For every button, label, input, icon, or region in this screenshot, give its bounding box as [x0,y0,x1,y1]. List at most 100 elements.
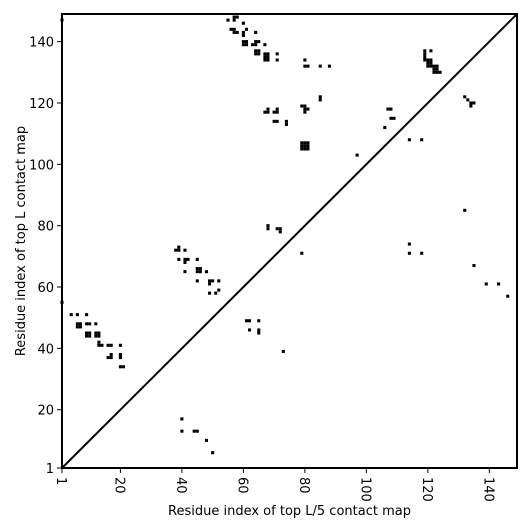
contact-point [244,27,248,31]
contact-point [208,291,212,295]
contact-point [214,291,218,295]
contact-point [300,144,304,148]
x-tick-label: 100 [357,477,372,502]
contact-point [303,147,307,151]
contact-point [420,251,424,255]
contact-point [97,334,101,338]
contact-point [109,356,113,360]
contact-point [266,110,270,114]
contact-point [100,343,104,347]
contact-point [281,349,285,353]
contact-point [244,43,248,47]
contact-point [177,245,181,249]
contact-point [109,343,113,347]
contact-point [186,257,190,261]
contact-point [318,98,322,102]
contact-point [195,257,199,261]
contact-point [266,52,270,56]
contact-point [177,257,181,261]
contact-point [94,334,98,338]
contact-point [263,55,267,59]
contact-point [232,27,236,31]
contact-point [195,429,199,433]
contact-point [195,270,199,274]
contact-point [118,352,122,357]
contact-point [97,331,101,335]
contact-point [69,313,73,317]
contact-point [355,153,359,157]
contact-point [257,319,261,323]
contact-point [94,322,98,326]
y-axis-label: Residue index of top L contact map [14,126,29,356]
contact-point [306,144,310,148]
contact-point [180,429,184,433]
contact-point [211,279,215,283]
contact-point [327,64,332,68]
contact-point [241,43,245,47]
contact-point [429,58,433,62]
contact-point [257,331,261,335]
contact-point [429,49,433,53]
contact-point [275,58,279,62]
contact-point [78,322,82,326]
x-tick-label: 40 [173,477,188,494]
contact-point [88,334,92,338]
contact-point [303,104,307,108]
contact-point [244,319,248,323]
y-tick-label: 20 [37,404,54,419]
contact-point [257,40,261,44]
contact-point [247,328,252,332]
contact-point [254,40,258,44]
contact-point [257,49,261,53]
contact-point [174,248,178,252]
contact-point [429,64,433,68]
contact-point [88,331,92,335]
contact-point [469,104,473,108]
contact-point [303,58,307,62]
contact-point [85,322,89,326]
contact-point [463,208,467,212]
contact-point [94,331,98,335]
contact-point [266,55,270,59]
contact-point [204,438,209,442]
contact-point [278,230,282,234]
contact-point [389,116,393,120]
contact-point [118,356,122,360]
contact-point [472,264,476,268]
contact-point [429,61,433,65]
contact-point [423,49,427,53]
contact-point [254,49,258,53]
contact-point [300,251,304,255]
contact-point [275,110,279,114]
x-tick-label: 20 [111,477,126,494]
contact-point [257,328,261,332]
contact-point [263,58,267,62]
contact-point [407,242,411,246]
contact-point [235,30,239,34]
contact-point [247,319,252,323]
contact-point [121,365,126,369]
contact-point [226,18,230,22]
x-tick-label: 80 [296,477,311,494]
contact-point [272,119,276,123]
contact-point [497,282,501,286]
contact-point [266,227,270,231]
contact-point [208,282,212,286]
contact-point [263,110,267,114]
contact-point [275,107,279,111]
contact-point [266,58,270,62]
contact-point [426,64,430,68]
contact-point [195,267,199,271]
contact-point [263,43,267,47]
y-tick-label: 140 [29,36,54,51]
contact-point [306,107,310,111]
y-tick-label: 120 [29,97,54,112]
contact-point [272,110,276,114]
contact-point [303,107,307,111]
contact-point [303,141,307,145]
contact-point [232,18,236,22]
contact-point [300,141,304,145]
contact-point [75,313,79,317]
contact-point [266,107,270,111]
